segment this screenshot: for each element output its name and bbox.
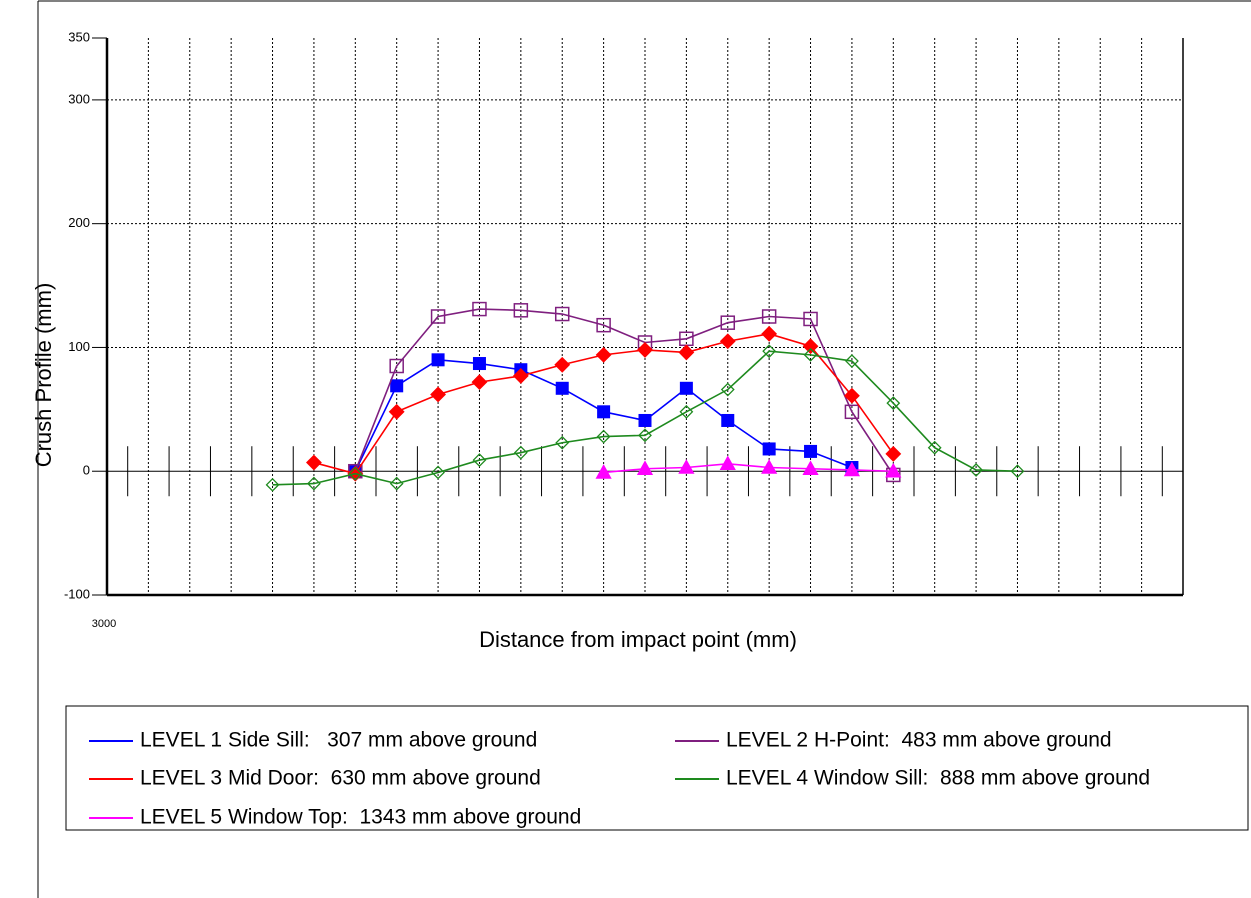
marker xyxy=(719,455,736,471)
x-axis-title: Distance from impact point (mm) xyxy=(479,627,797,652)
marker xyxy=(721,413,735,427)
marker xyxy=(844,387,860,404)
legend-label: LEVEL 1 Side Sill: 307 mm above ground xyxy=(140,729,537,752)
marker xyxy=(720,382,735,397)
marker xyxy=(844,404,860,420)
legend-label: LEVEL 2 H-Point: 483 mm above ground xyxy=(726,729,1112,752)
legend-label: LEVEL 3 Mid Door: 630 mm above ground xyxy=(140,767,541,790)
x-tick-label: 3000 xyxy=(92,618,116,630)
marker xyxy=(636,460,654,475)
marker xyxy=(927,440,942,455)
marker xyxy=(388,403,405,420)
marker xyxy=(513,445,528,460)
marker xyxy=(595,464,612,479)
marker xyxy=(679,381,693,395)
marker xyxy=(761,309,777,324)
marker xyxy=(638,428,652,443)
marker xyxy=(595,346,612,363)
marker xyxy=(390,379,404,393)
marker xyxy=(596,317,611,333)
marker xyxy=(719,333,736,350)
marker xyxy=(678,459,695,474)
marker xyxy=(512,367,529,384)
marker xyxy=(761,325,778,342)
marker xyxy=(803,311,818,327)
y-tick-label: 200 xyxy=(68,215,90,230)
marker xyxy=(802,460,819,475)
marker xyxy=(843,461,861,477)
marker xyxy=(430,386,446,403)
marker xyxy=(637,342,653,358)
marker xyxy=(761,459,778,474)
y-axis-title: Crush Profile (mm) xyxy=(31,283,56,468)
marker xyxy=(389,358,404,374)
marker xyxy=(596,429,611,444)
marker xyxy=(804,444,818,458)
y-tick-label: 100 xyxy=(68,339,90,354)
marker xyxy=(554,356,571,373)
marker xyxy=(306,454,322,471)
y-tick-label: -100 xyxy=(64,586,90,601)
series-line xyxy=(272,350,1018,486)
marker xyxy=(472,453,487,468)
marker xyxy=(762,442,776,456)
marker xyxy=(803,347,818,362)
marker xyxy=(1010,464,1025,479)
marker xyxy=(555,381,569,395)
marker xyxy=(885,462,902,478)
marker xyxy=(597,405,611,419)
y-tick-label: 350 xyxy=(68,29,90,44)
marker xyxy=(845,354,859,368)
legend-label: LEVEL 5 Window Top: 1343 mm above ground xyxy=(140,806,581,829)
marker xyxy=(802,338,819,355)
marker xyxy=(762,344,777,359)
marker xyxy=(348,466,363,481)
marker xyxy=(389,476,404,491)
marker xyxy=(678,344,695,361)
marker xyxy=(969,463,983,477)
marker xyxy=(679,404,694,419)
marker xyxy=(431,353,445,367)
marker xyxy=(471,374,488,391)
y-tick-label: 0 xyxy=(83,463,90,478)
marker xyxy=(431,465,445,480)
legend: LEVEL 1 Side Sill: 307 mm above ground LE… xyxy=(89,729,1150,829)
marker xyxy=(555,435,570,450)
legend-box xyxy=(65,705,1249,831)
series-line xyxy=(603,462,894,474)
y-tick-label: 300 xyxy=(68,91,90,106)
marker xyxy=(886,396,901,411)
marker xyxy=(720,315,736,330)
marker xyxy=(472,301,487,317)
marker xyxy=(430,309,446,324)
marker xyxy=(265,477,280,492)
marker xyxy=(638,413,652,427)
marker xyxy=(554,306,570,322)
marker xyxy=(885,445,902,462)
marker xyxy=(307,476,321,491)
marker xyxy=(472,357,486,371)
legend-label: LEVEL 4 Window Sill: 888 mm above ground xyxy=(726,767,1150,790)
marker xyxy=(513,303,529,318)
